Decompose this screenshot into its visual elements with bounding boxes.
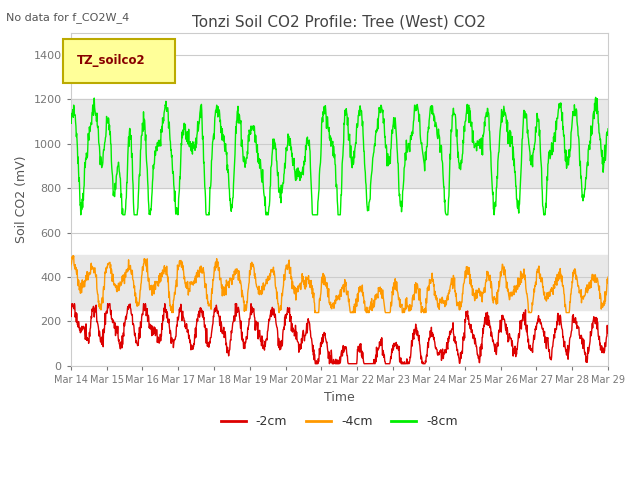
X-axis label: Time: Time — [324, 391, 355, 404]
FancyBboxPatch shape — [63, 39, 175, 83]
Bar — [70, 255, 608, 311]
Legend: -2cm, -4cm, -8cm: -2cm, -4cm, -8cm — [216, 410, 463, 433]
Y-axis label: Soil CO2 (mV): Soil CO2 (mV) — [15, 156, 28, 243]
Text: No data for f_CO2W_4: No data for f_CO2W_4 — [6, 12, 130, 23]
Text: TZ_soilco2: TZ_soilco2 — [77, 54, 146, 67]
Title: Tonzi Soil CO2 Profile: Tree (West) CO2: Tonzi Soil CO2 Profile: Tree (West) CO2 — [193, 15, 486, 30]
Bar — [70, 99, 608, 188]
